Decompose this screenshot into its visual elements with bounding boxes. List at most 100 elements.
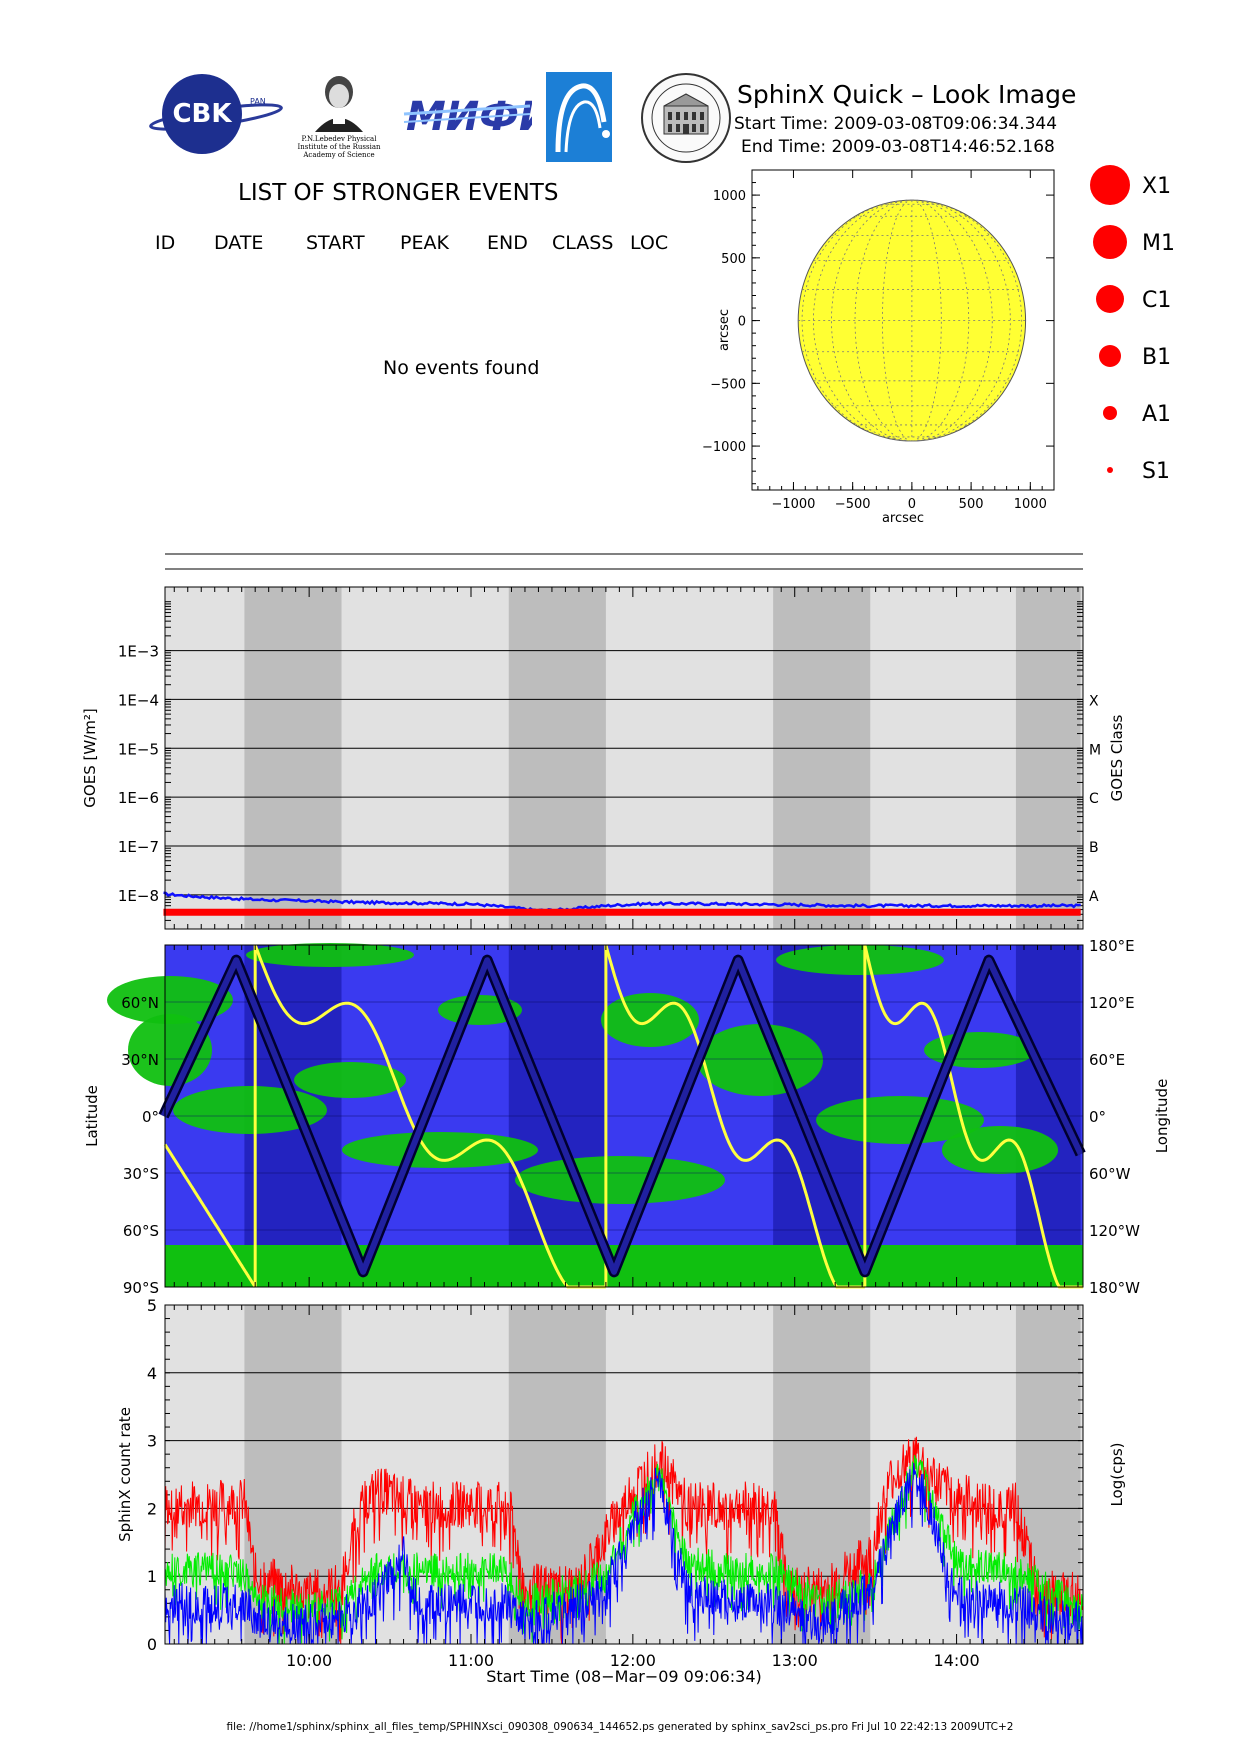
col-class: CLASS <box>552 232 614 254</box>
sphinx-x-tick-label: 10:00 <box>286 1651 332 1670</box>
legend-marker-b1 <box>1099 345 1121 367</box>
longitude-curve <box>604 944 865 1289</box>
legend-label-a1: A1 <box>1142 402 1171 427</box>
legend-marker-s1 <box>1107 467 1113 473</box>
orbit-right-tick-label: 120°E <box>1089 994 1135 1012</box>
sphinx-x-tick-label: 11:00 <box>448 1651 494 1670</box>
legend-marker-c1 <box>1096 285 1124 313</box>
orbit-right-axis-label: Longitude <box>1153 1079 1171 1154</box>
disk-y-axis-label: arcsec <box>717 309 732 351</box>
legend-label-b1: B1 <box>1142 345 1171 370</box>
sphinx-y-tick-label: 5 <box>147 1296 157 1315</box>
eclipse-band <box>508 587 606 929</box>
end-time: End Time: 2009-03-08T14:46:52.168 <box>741 137 1055 157</box>
footer-note: file: //home1/sphinx/sphinx_all_files_te… <box>226 1721 1014 1733</box>
eclipse-band <box>1015 587 1081 929</box>
legend-marker-x1 <box>1090 165 1130 205</box>
sphinx-x-tick-label: 13:00 <box>772 1651 818 1670</box>
orbit-right-tick-label: 120°W <box>1089 1222 1140 1240</box>
goes-y-axis-label: GOES [W/m²] <box>81 708 99 807</box>
orbit-plot-frame <box>164 944 1084 1288</box>
sphinx-y-tick-label: 4 <box>147 1364 157 1383</box>
disk-y-tick-label: −500 <box>710 377 746 392</box>
col-peak: PEAK <box>400 232 449 254</box>
disk-grid-longitude <box>801 199 912 442</box>
sphinx-x-tick-label: 12:00 <box>610 1651 656 1670</box>
legend-label-s1: S1 <box>1142 459 1170 484</box>
class-legend: X1 M1 C1 B1 A1 S1 <box>1090 165 1175 484</box>
goes-y-tick-label: 1E−6 <box>118 789 159 807</box>
lebedev-caption-2: Institute of the Russian <box>297 143 381 151</box>
green-zone <box>342 1132 538 1168</box>
orbit-right-tick-label: 60°W <box>1089 1165 1131 1183</box>
orbit-y-tick-label: 30°N <box>121 1051 159 1069</box>
goes-right-axis-label: GOES Class <box>1108 714 1126 801</box>
sphinx-chart: 0 1 2 3 4 5 10:00 11:00 12:00 13:00 14:00 Start Tim… <box>116 1296 1126 1686</box>
disk-x-tick-label: −500 <box>835 497 871 512</box>
green-zone <box>246 943 414 967</box>
green-zone <box>515 1156 725 1204</box>
sphinx-y-axis-label: SphinX count rate <box>116 1407 134 1542</box>
disk-y-tick-label: −1000 <box>702 440 746 455</box>
disk-x-tick-label: 500 <box>959 497 984 512</box>
sphinx-plot-frame <box>164 1304 1084 1645</box>
legend-label-m1: M1 <box>1142 231 1175 256</box>
latitude-track <box>160 957 1084 1275</box>
legend-label-c1: C1 <box>1142 288 1171 313</box>
legend-label-x1: X1 <box>1142 174 1171 199</box>
cbk-logo-text: CBK <box>172 99 232 129</box>
sphinx-series-2 <box>164 1462 1084 1645</box>
legend-marker-m1 <box>1093 225 1127 259</box>
goes-class-label-b: B <box>1089 840 1099 856</box>
green-zone <box>941 1126 1059 1174</box>
orbit-y-tick-label: 90°S <box>123 1279 159 1295</box>
eclipse-band <box>773 587 871 929</box>
no-events-message: No events found <box>383 357 540 379</box>
sphinx-y-tick-label: 0 <box>147 1635 157 1654</box>
longitude-curve <box>163 1143 257 1288</box>
goes-class-label-m: M <box>1089 742 1101 758</box>
green-zone <box>697 1024 823 1096</box>
page-title: SphinX Quick – Look Image <box>737 80 1077 109</box>
lebedev-caption-3: Academy of Science <box>302 151 374 159</box>
sphinx-y-tick-label: 3 <box>147 1432 157 1451</box>
orbit-right-tick-label: 180°E <box>1089 937 1135 955</box>
orbit-y-tick-label: 60°N <box>121 994 159 1012</box>
institute-logo <box>546 72 612 162</box>
col-end: END <box>487 232 528 254</box>
goes-chart: 1E−8 1E−7 1E−6 1E−5 1E−4 1E−3 A B C M X GOES [W/m²]… <box>81 586 1126 930</box>
disk-x-tick-label: 0 <box>908 497 916 512</box>
orbit-chart: 60°N 30°N 0° 30°S 60°S 90°S 180°E 120°E 60°E 0° 60… <box>83 937 1171 1295</box>
disk-y-tick-label: 500 <box>721 252 746 267</box>
disk-grid-longitude <box>911 199 1022 442</box>
goes-class-label-x: X <box>1089 693 1099 709</box>
orbit-y-axis-label: Latitude <box>83 1085 101 1147</box>
lebedev-caption-1: P.N.Lebedev Physical <box>302 135 378 143</box>
longitude-curve <box>863 944 1083 1289</box>
disk-y-tick-label: 0 <box>738 315 746 330</box>
goes-y-tick-label: 1E−4 <box>118 691 159 709</box>
orbit-y-tick-label: 60°S <box>123 1222 159 1240</box>
disk-x-axis-label: arcsec <box>882 511 924 526</box>
sphinx-series-0 <box>164 1436 1084 1645</box>
university-seal <box>641 73 731 163</box>
green-zone <box>294 1062 406 1098</box>
sphinx-y-tick-label: 2 <box>147 1499 157 1518</box>
col-date: DATE <box>214 232 264 254</box>
goes-y-tick-label: 1E−5 <box>118 740 159 758</box>
disk-grid-longitude <box>911 199 970 442</box>
longitude-curve <box>253 944 606 1289</box>
sphinx-y-tick-label: 1 <box>147 1567 157 1586</box>
col-id: ID <box>155 232 176 254</box>
legend-marker-a1 <box>1103 406 1117 420</box>
sphinx-right-axis-label: Log(cps) <box>1108 1442 1126 1506</box>
separator-lines <box>165 553 1083 570</box>
orbit-y-tick-label: 0° <box>142 1108 159 1126</box>
col-loc: LOC <box>630 232 669 254</box>
disk-x-tick-label: −1000 <box>771 497 815 512</box>
sphinx-x-tick-label: 14:00 <box>934 1651 980 1670</box>
solar-disk-chart: −1000 −500 0 500 1000 −1000 −500 0 500 1000 arcsec… <box>702 169 1055 526</box>
goes-y-tick-label: 1E−7 <box>118 838 159 856</box>
disk-grid-longitude <box>854 199 912 442</box>
green-zone <box>816 1096 984 1144</box>
